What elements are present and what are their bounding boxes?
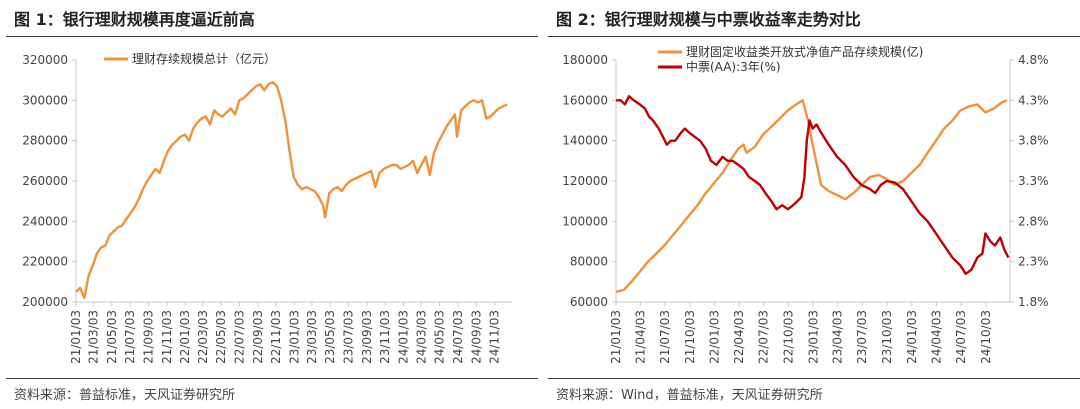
x-tick-label: 22/09/03 bbox=[251, 310, 265, 364]
y-tick-label: 120000 bbox=[562, 174, 608, 188]
chart-title: 图 1：银行理财规模再度逼近前高 bbox=[14, 10, 255, 29]
series-line-2 bbox=[616, 95, 1010, 275]
y2-tick-label: 4.8% bbox=[1018, 53, 1049, 67]
y-tick-label: 240000 bbox=[22, 214, 68, 228]
series-line-1 bbox=[615, 99, 1008, 294]
x-tick-label: 21/01/03 bbox=[69, 310, 83, 364]
y-tick-label: 280000 bbox=[22, 134, 68, 148]
x-tick-label: 22/07/03 bbox=[232, 310, 246, 364]
source-note: 资料来源：Wind，普益标准，天风证券研究所 bbox=[556, 388, 823, 403]
x-tick-label: 21/09/03 bbox=[142, 310, 156, 364]
x-tick-label: 23/07/03 bbox=[341, 310, 355, 364]
legend-label: 理财固定收益类开放式净值产品存续规模(亿) bbox=[686, 44, 923, 59]
x-tick-label: 21/05/03 bbox=[105, 310, 119, 364]
x-tick-label: 23/07/03 bbox=[855, 310, 869, 364]
x-tick-label: 22/10/03 bbox=[781, 310, 795, 364]
chart-panel-left: 图 1：银行理财规模再度逼近前高 200000 220000 240000 26000… bbox=[6, 0, 538, 409]
x-tick-label: 24/11/03 bbox=[488, 310, 502, 364]
x-tick-label: 24/03/03 bbox=[414, 310, 428, 364]
y-tick-label: 160000 bbox=[562, 93, 608, 107]
x-tick-label: 23/04/03 bbox=[831, 310, 845, 364]
x-tick-label: 24/09/03 bbox=[469, 310, 483, 364]
y2-tick-label: 3.8% bbox=[1018, 134, 1049, 148]
y-tick-label: 300000 bbox=[22, 93, 68, 107]
y-tick-label: 140000 bbox=[562, 134, 608, 148]
dual-axis-line-chart-right: 60000 80000 100000 120000 140000 160000 180000… bbox=[562, 44, 1049, 364]
y2-tick-label: 4.3% bbox=[1018, 93, 1049, 107]
x-tick-label: 23/01/03 bbox=[806, 310, 820, 364]
x-tick-label: 22/04/03 bbox=[732, 310, 746, 364]
y-tick-label: 220000 bbox=[22, 255, 68, 269]
y2-tick-label: 3.3% bbox=[1018, 174, 1049, 188]
source-note: 资料来源：普益标准，天风证券研究所 bbox=[14, 388, 236, 403]
source-rule bbox=[6, 378, 538, 379]
x-tick-label: 23/11/03 bbox=[378, 310, 392, 364]
y-tick-label: 80000 bbox=[570, 255, 608, 269]
x-tick-label: 21/11/03 bbox=[160, 310, 174, 364]
x-tick-label: 24/05/03 bbox=[433, 310, 447, 364]
title-rule bbox=[6, 36, 538, 37]
x-tick-label: 21/04/03 bbox=[633, 310, 647, 364]
y-tick-label: 180000 bbox=[562, 53, 608, 67]
x-tick-label: 23/09/03 bbox=[360, 310, 374, 364]
y2-tick-label: 2.3% bbox=[1018, 255, 1049, 269]
y-tick-label: 200000 bbox=[22, 295, 68, 309]
y-tick-label: 320000 bbox=[22, 53, 68, 67]
x-tick-label: 23/01/03 bbox=[287, 310, 301, 364]
x-tick-label: 22/05/03 bbox=[214, 310, 228, 364]
x-tick-label: 23/05/03 bbox=[323, 310, 337, 364]
legend-label: 理财存续规模总计（亿元） bbox=[132, 51, 276, 66]
x-tick-label: 22/07/03 bbox=[757, 310, 771, 364]
x-tick-label: 21/10/03 bbox=[683, 310, 697, 364]
x-tick-label: 21/01/03 bbox=[609, 310, 623, 364]
source-rule bbox=[548, 378, 1080, 379]
x-tick-label: 21/07/03 bbox=[658, 310, 672, 364]
x-tick-label: 24/04/03 bbox=[929, 310, 943, 364]
x-tick-label: 22/03/03 bbox=[196, 310, 210, 364]
y-tick-label: 60000 bbox=[570, 295, 608, 309]
x-tick-label: 24/01/03 bbox=[905, 310, 919, 364]
x-tick-label: 24/07/03 bbox=[451, 310, 465, 364]
x-tick-label: 22/01/03 bbox=[178, 310, 192, 364]
chart-title: 图 2：银行理财规模与中票收益率走势对比 bbox=[556, 10, 861, 29]
title-rule bbox=[548, 36, 1080, 37]
series-line-1 bbox=[75, 81, 508, 300]
x-tick-label: 23/03/03 bbox=[305, 310, 319, 364]
y-tick-label: 100000 bbox=[562, 214, 608, 228]
line-chart-left: 200000 220000 240000 260000 280000 300000 3200… bbox=[22, 51, 512, 364]
x-tick-label: 22/11/03 bbox=[269, 310, 283, 364]
x-tick-label: 21/03/03 bbox=[87, 310, 101, 364]
x-tick-label: 23/10/03 bbox=[880, 310, 894, 364]
x-tick-label: 24/10/03 bbox=[979, 310, 993, 364]
y-tick-label: 260000 bbox=[22, 174, 68, 188]
chart-panel-right: 图 2：银行理财规模与中票收益率走势对比 60000 80000 100000 120… bbox=[548, 0, 1080, 409]
x-tick-label: 24/01/03 bbox=[396, 310, 410, 364]
y2-tick-label: 1.8% bbox=[1018, 295, 1049, 309]
x-tick-label: 22/01/03 bbox=[708, 310, 722, 364]
legend-label: 中票(AA):3年(%) bbox=[686, 59, 781, 74]
x-tick-label: 24/07/03 bbox=[954, 310, 968, 364]
x-tick-label: 21/07/03 bbox=[123, 310, 137, 364]
y2-tick-label: 2.8% bbox=[1018, 214, 1049, 228]
